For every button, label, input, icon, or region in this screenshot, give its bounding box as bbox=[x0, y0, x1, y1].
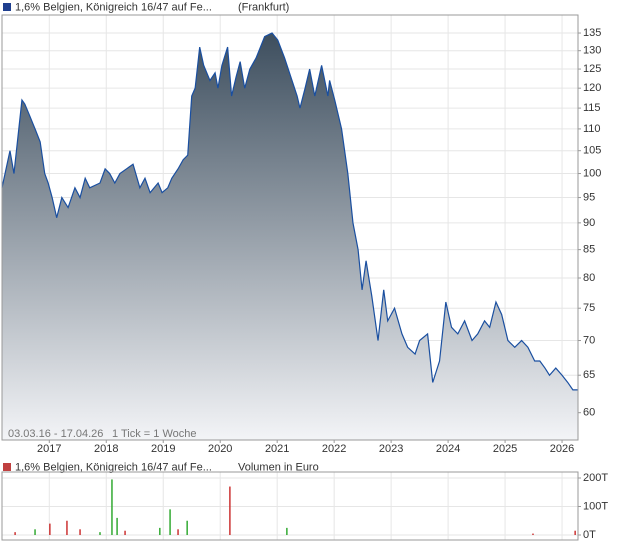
volume-bar bbox=[186, 520, 188, 535]
volume-bar bbox=[116, 517, 118, 535]
volume-bar bbox=[169, 509, 171, 535]
x-tick-label: 2023 bbox=[379, 443, 403, 455]
x-tick-label: 2024 bbox=[436, 443, 460, 455]
chart-title: 1,6% Belgien, Königreich 16/47 auf Fe... bbox=[15, 1, 212, 13]
x-tick-label: 2022 bbox=[322, 443, 346, 455]
volume-bar bbox=[14, 532, 16, 535]
volume-unit: Volumen in Euro bbox=[238, 461, 319, 473]
x-tick-label: 2026 bbox=[550, 443, 574, 455]
volume-bar bbox=[111, 479, 113, 535]
volume-bar bbox=[124, 530, 126, 535]
volume-bar bbox=[49, 523, 51, 535]
volume-bar bbox=[159, 527, 161, 535]
y-tick-label: 90 bbox=[583, 217, 595, 229]
y-tick-label: 70 bbox=[583, 334, 595, 346]
volume-bar bbox=[574, 530, 576, 535]
volume-bar bbox=[177, 529, 179, 535]
y-tick-label: 105 bbox=[583, 145, 601, 157]
legend-swatch bbox=[3, 3, 11, 11]
y-tick-label: 85 bbox=[583, 244, 595, 256]
x-tick-label: 2019 bbox=[151, 443, 175, 455]
exchange-label: (Frankfurt) bbox=[238, 1, 289, 13]
y-tick-label: 120 bbox=[583, 82, 601, 94]
line bbox=[1, 32, 578, 391]
x-tick-label: 2017 bbox=[37, 443, 61, 455]
volume-bar bbox=[66, 520, 68, 535]
plot-frame bbox=[1, 471, 579, 541]
legend-swatch bbox=[3, 463, 11, 471]
y-tick-label: 75 bbox=[583, 302, 595, 314]
y-tick-label: 110 bbox=[583, 123, 601, 135]
volume-bar bbox=[34, 529, 36, 535]
x-tick-label: 2020 bbox=[208, 443, 232, 455]
volume-bar bbox=[79, 529, 81, 535]
y-tick-label: 135 bbox=[583, 27, 601, 39]
y-tick-label: 115 bbox=[583, 102, 601, 114]
y-tick-label: 200T bbox=[583, 472, 608, 484]
x-tick-label: 2018 bbox=[94, 443, 118, 455]
volume-bar bbox=[229, 486, 231, 535]
x-tick-label: 2021 bbox=[265, 443, 289, 455]
x-tick-label: 2025 bbox=[493, 443, 517, 455]
date-range: 03.03.16 - 17.04.26 bbox=[8, 428, 103, 440]
y-tick-label: 100T bbox=[583, 500, 608, 512]
volume-bar bbox=[286, 527, 288, 535]
y-tick-label: 60 bbox=[583, 407, 595, 419]
volume-title: 1,6% Belgien, Königreich 16/47 auf Fe... bbox=[15, 461, 212, 473]
plot-frame bbox=[1, 14, 579, 441]
y-tick-label: 0T bbox=[583, 529, 596, 541]
volume-bar bbox=[99, 532, 101, 535]
y-tick-label: 130 bbox=[583, 45, 601, 57]
y-tick-label: 95 bbox=[583, 191, 595, 203]
volume-bar bbox=[532, 533, 534, 535]
y-tick-label: 125 bbox=[583, 63, 601, 75]
area bbox=[2, 33, 578, 440]
interval-note: 1 Tick = 1 Woche bbox=[112, 428, 196, 440]
y-tick-label: 100 bbox=[583, 167, 601, 179]
y-tick-label: 80 bbox=[583, 272, 595, 284]
y-tick-label: 65 bbox=[583, 369, 595, 381]
